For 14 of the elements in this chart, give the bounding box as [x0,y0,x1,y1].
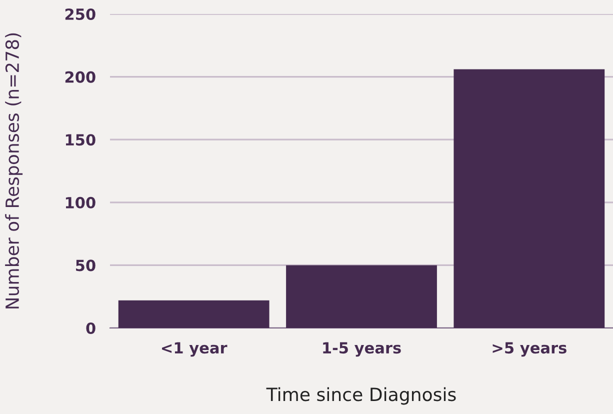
y-tick-label: 250 [65,8,96,20]
x-axis-title: Time since Diagnosis [266,387,456,405]
y-tick-label: 100 [66,196,96,208]
y-tick-label: 0 [86,322,96,334]
x-tick-label: <1 year [162,342,228,357]
x-tick-label: 1-5 years [323,342,401,357]
y-tick-label: 150 [66,134,96,146]
bar [454,69,605,328]
x-tick-label: >5 years [492,342,566,357]
y-tick-label: 50 [76,260,96,272]
y-axis-title: Number of Responses (n=278) [5,33,23,308]
bar [286,265,437,328]
y-tick-label: 200 [65,71,96,83]
bar [118,300,270,328]
